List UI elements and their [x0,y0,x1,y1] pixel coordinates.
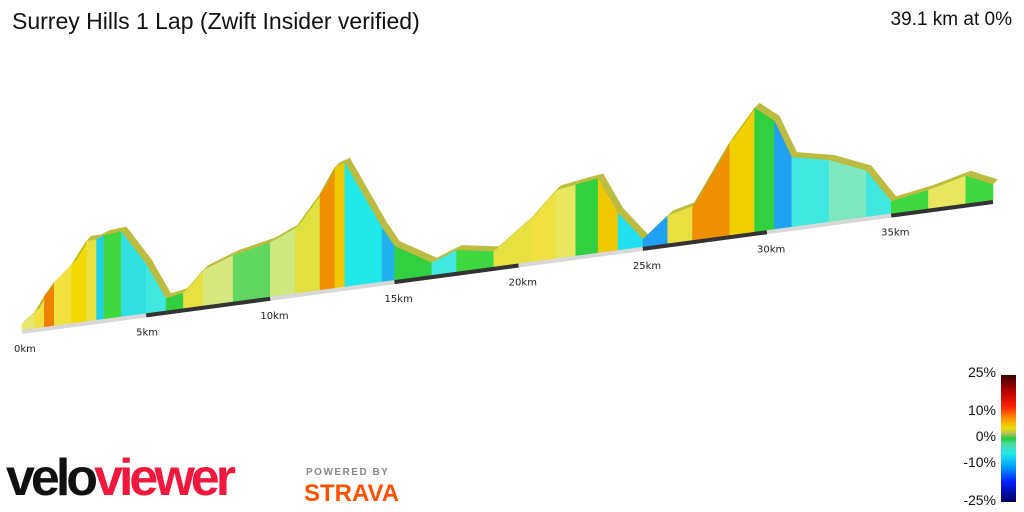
km-tick-label: 30km [757,244,785,255]
km-tick-label: 5km [136,327,158,338]
veloviewer-logo: veloviewer [6,449,236,507]
gradient-legend-colorbar [1001,375,1016,502]
km-tick-label: 15km [385,294,413,305]
legend-label-10: 10% [967,402,996,418]
km-tick-label: 10km [260,311,288,322]
gradient-legend-labels: 25% 10% 0% -10% -25% [936,364,996,512]
legend-label-0: 0% [975,428,996,444]
strava-logo: STRAVA [304,480,400,507]
km-tick-label: 35km [881,228,909,239]
page-title: Surrey Hills 1 Lap (Zwift Insider verifi… [12,8,420,34]
legend-label-minus-10: -10% [963,454,996,470]
legend-label-25: 25% [967,364,996,380]
km-tick-label: 0km [14,344,36,355]
km-tick-label: 25km [633,261,661,272]
legend-label-minus-25: -25% [963,492,996,508]
profile-segments [21,102,998,331]
route-summary: 39.1 km at 0% [890,9,1012,30]
km-tick-label: 20km [509,278,537,289]
powered-by-label: POWERED BY [306,467,390,478]
distance-axis: 0km 5km 10km 15km 20km 25km 30km 35km [14,200,994,355]
